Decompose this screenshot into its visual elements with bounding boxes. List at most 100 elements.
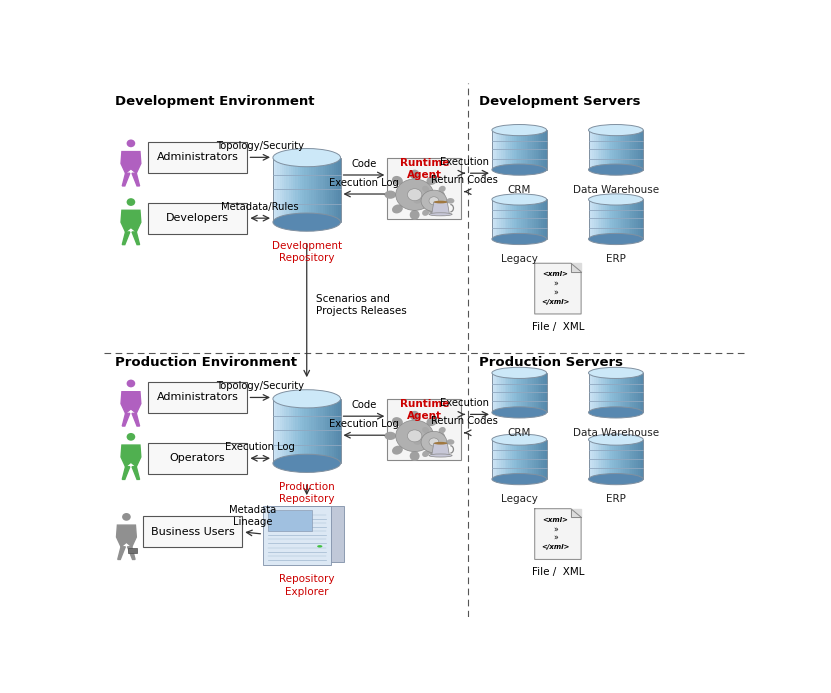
Bar [530,200,533,239]
Bar [499,373,502,412]
Bar [494,439,496,479]
Text: Execution Log: Execution Log [329,419,399,429]
Bar [307,398,310,464]
Bar [620,373,622,412]
Ellipse shape [492,367,547,378]
Bar [332,157,334,222]
Text: Development
Repository: Development Repository [272,241,342,263]
Bar [640,439,642,479]
Text: File /  XML: File / XML [532,568,584,577]
Ellipse shape [392,204,403,213]
Bar [625,373,627,412]
Bar [599,200,602,239]
Bar [602,439,604,479]
Ellipse shape [392,446,403,455]
Text: Scenarios and
Projects Releases: Scenarios and Projects Releases [317,294,407,316]
Bar [273,157,341,222]
Bar [543,373,545,412]
Ellipse shape [126,139,135,147]
Bar [495,373,498,412]
FancyBboxPatch shape [148,142,248,173]
Ellipse shape [410,411,420,421]
Bar [605,373,607,412]
Bar [524,439,527,479]
Polygon shape [118,547,125,559]
Ellipse shape [434,201,447,204]
Bar [607,439,609,479]
Ellipse shape [126,433,135,441]
Text: File /  XML: File / XML [532,322,584,332]
Bar [278,157,280,222]
Bar [637,439,640,479]
Bar [632,200,635,239]
Bar [594,200,597,239]
Bar [603,373,606,412]
Bar [608,439,611,479]
Text: Production Environment: Production Environment [116,356,297,369]
Bar [634,439,637,479]
Bar [495,130,498,170]
Bar [510,200,513,239]
Bar [597,200,600,239]
Bar [518,130,520,170]
Bar [538,439,540,479]
Text: Runtime
Agent: Runtime Agent [400,158,449,179]
Bar [273,398,276,464]
Bar [504,200,507,239]
Bar [529,373,531,412]
Bar [524,200,527,239]
Polygon shape [132,413,140,426]
Text: Administrators: Administrators [156,152,238,162]
Bar [524,373,527,412]
Bar [616,200,618,239]
Text: Topology/Security: Topology/Security [216,141,304,151]
Bar [605,200,607,239]
Ellipse shape [407,188,422,201]
Ellipse shape [492,125,547,136]
Bar [640,200,642,239]
Polygon shape [132,466,140,480]
FancyBboxPatch shape [387,399,461,460]
Bar [501,373,504,412]
Ellipse shape [273,454,341,473]
Bar [327,157,330,222]
Text: Metadata
Lineage: Metadata Lineage [229,505,277,527]
Bar [518,373,520,412]
Polygon shape [122,173,130,186]
Bar [507,200,509,239]
Bar [327,398,330,464]
Bar [523,439,525,479]
Bar [593,439,595,479]
Bar [499,200,502,239]
Bar [625,130,627,170]
Bar [322,157,326,222]
Bar [614,130,617,170]
Bar [268,509,312,531]
Ellipse shape [392,176,403,185]
Bar [617,439,620,479]
Bar [588,130,591,170]
Bar [593,130,595,170]
Text: »: » [553,288,558,297]
Bar [300,398,302,464]
Bar [287,398,289,464]
Bar [640,130,642,170]
Bar [304,398,307,464]
Bar [612,200,615,239]
Text: CRM: CRM [508,428,531,437]
Text: ERP: ERP [606,254,626,264]
Bar [620,200,622,239]
Ellipse shape [492,194,547,205]
Bar [320,398,323,464]
Bar [530,439,533,479]
FancyBboxPatch shape [148,382,248,413]
Bar [545,373,548,412]
Bar [588,439,643,479]
Bar [631,439,633,479]
Bar [612,373,615,412]
Polygon shape [122,232,130,245]
Bar [612,439,615,479]
Bar [599,373,602,412]
Text: Execution: Execution [440,398,489,408]
Bar [590,373,593,412]
